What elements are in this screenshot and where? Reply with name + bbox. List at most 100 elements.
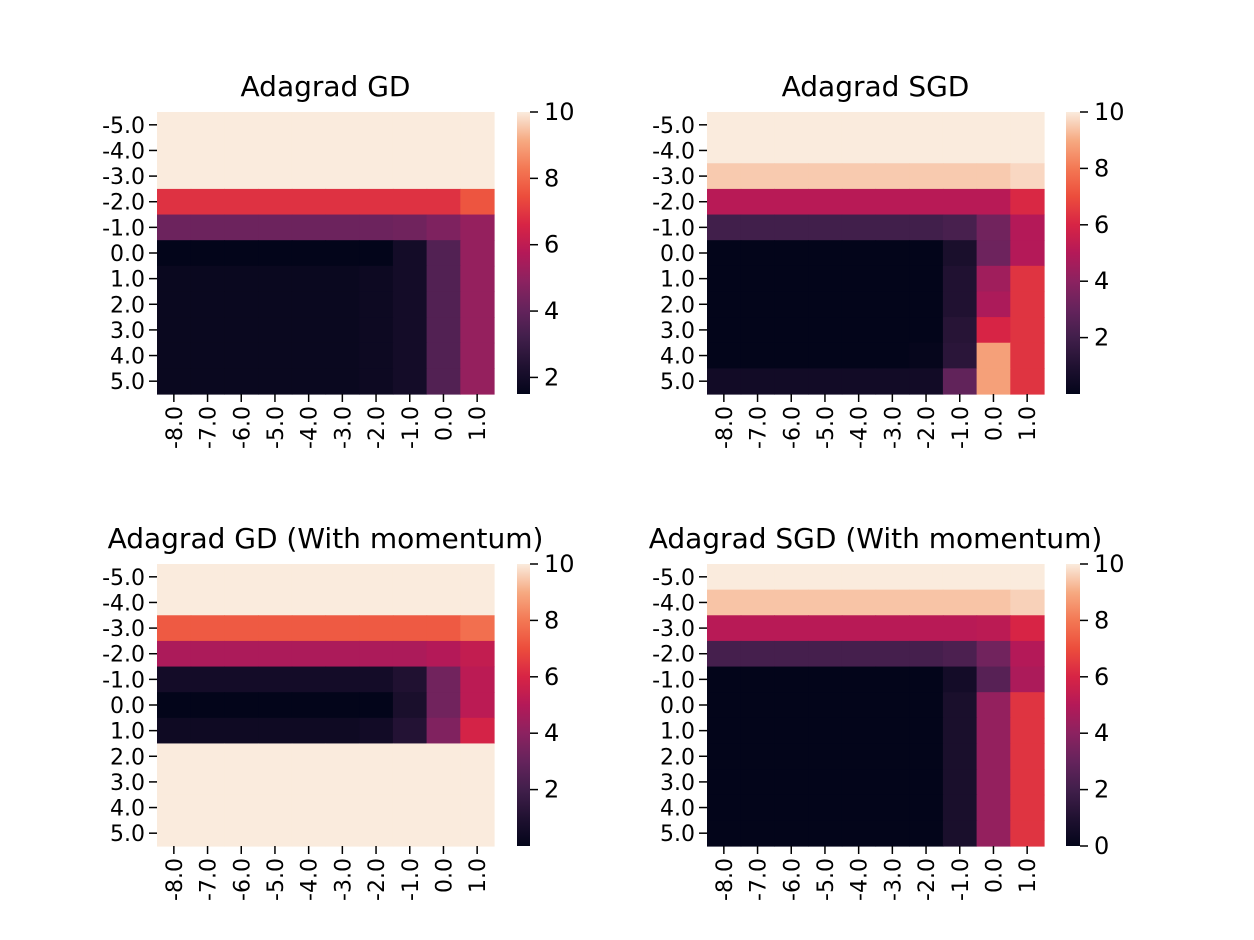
heatmap-cell: [392, 368, 428, 395]
heatmap-cell: [157, 240, 192, 267]
x-tick-label: -7.0: [197, 406, 222, 449]
colorbar-tick-label: 4: [1094, 267, 1109, 295]
heatmap-cell: [774, 137, 809, 164]
heatmap-cell: [359, 291, 394, 318]
heatmap-cell: [325, 291, 360, 318]
heatmap-cell: [740, 342, 775, 369]
heatmap-cell: [875, 820, 910, 847]
heatmap-cell: [942, 564, 978, 591]
heatmap-cell: [224, 589, 259, 616]
heatmap-cell: [224, 342, 259, 369]
heatmap-cell: [426, 615, 461, 642]
heatmap-cell: [426, 112, 461, 139]
heatmap-cell: [258, 615, 293, 642]
heatmap-cell: [841, 717, 877, 745]
heatmap-cell: [942, 589, 978, 616]
y-tick-label: -5.0: [652, 114, 695, 139]
heatmap-cell: [976, 743, 1011, 770]
heatmap-cell: [774, 692, 809, 719]
x-tick-label: -7.0: [747, 858, 772, 901]
y-tick-label: 1.0: [660, 720, 695, 745]
y-tick-label: -5.0: [102, 566, 145, 591]
heatmap-cell: [157, 692, 192, 719]
heatmap-cell: [740, 640, 775, 668]
heatmap-cell: [157, 188, 192, 216]
heatmap-cell: [942, 291, 978, 318]
heatmap-cell: [909, 743, 944, 770]
heatmap-cell: [190, 291, 225, 318]
heatmap-cell: [460, 564, 495, 591]
heatmap-cell: [909, 265, 944, 293]
heatmap-cell: [426, 589, 461, 616]
heatmap-cell: [976, 163, 1011, 190]
heatmap-cell: [1010, 717, 1045, 745]
heatmap-cell: [258, 794, 293, 821]
colorbar-tick-label: 4: [1094, 719, 1109, 747]
heatmap-cell: [157, 820, 192, 847]
heatmap-cell: [224, 368, 259, 395]
heatmap-cell: [460, 615, 495, 642]
heatmap-cell: [942, 368, 978, 395]
heatmap-cell: [740, 265, 775, 293]
heatmap-cell: [875, 163, 910, 190]
heatmap-cell: [841, 188, 877, 216]
heatmap-cell: [157, 743, 192, 770]
heatmap-cell: [392, 820, 428, 847]
colorbar: [517, 112, 530, 394]
heatmap-cell: [258, 291, 293, 318]
heatmap-cell: [258, 589, 293, 616]
heatmap-cell: [875, 794, 910, 821]
heatmap-cell: [426, 666, 461, 693]
heatmap-cell: [224, 640, 259, 668]
heatmap-cell: [426, 291, 461, 318]
heatmap-cell: [258, 717, 293, 745]
heatmap-cell: [224, 743, 259, 770]
heatmap-cell: [909, 317, 944, 344]
heatmap-cell: [909, 163, 944, 190]
heatmap-cell: [460, 717, 495, 745]
heatmap-cell: [841, 692, 877, 719]
heatmap-cell: [740, 615, 775, 642]
y-tick-label: 5.0: [110, 370, 145, 395]
heatmap-cell: [157, 368, 192, 395]
heatmap-cell: [190, 368, 225, 395]
heatmap-cell: [291, 163, 327, 190]
y-tick-label: 2.0: [660, 293, 695, 318]
heatmap-cell: [426, 717, 461, 745]
heatmap-cell: [740, 214, 775, 241]
panel-title: Adagrad GD: [241, 70, 411, 103]
heatmap-cell: [291, 640, 327, 668]
colorbar-tick-label: 8: [1094, 606, 1109, 634]
heatmap-cell: [942, 317, 978, 344]
heatmap-cell: [392, 564, 428, 591]
heatmap-cell: [841, 794, 877, 821]
heatmap-cell: [909, 717, 944, 745]
x-tick-label: 1.0: [466, 858, 491, 893]
heatmap-cell: [942, 214, 978, 241]
colorbar-tick-label: 4: [544, 297, 559, 325]
heatmap-cell: [875, 589, 910, 616]
heatmap-cell: [942, 692, 978, 719]
heatmap-cell: [707, 640, 742, 668]
heatmap-cell: [707, 214, 742, 241]
heatmap-cell: [359, 240, 394, 267]
heatmap-cell: [190, 589, 225, 616]
heatmap-cell: [359, 717, 394, 745]
y-tick-label: -5.0: [102, 114, 145, 139]
heatmap-cell: [291, 137, 327, 164]
heatmap-cell: [841, 589, 877, 616]
x-tick-label: 0.0: [982, 858, 1007, 893]
heatmap-cell: [774, 342, 809, 369]
heatmap-cell: [740, 692, 775, 719]
heatmap-cell: [976, 640, 1011, 668]
heatmap-cell: [392, 214, 428, 241]
heatmap-cell: [325, 163, 360, 190]
heatmap-cell: [841, 291, 877, 318]
heatmap-cell: [774, 265, 809, 293]
heatmap-cell: [325, 564, 360, 591]
heatmap-cell: [157, 137, 192, 164]
heatmap-cell: [841, 769, 877, 796]
heatmap-cell: [190, 188, 225, 216]
heatmap-cell: [224, 291, 259, 318]
colorbar-tick-label: 6: [1094, 211, 1109, 239]
